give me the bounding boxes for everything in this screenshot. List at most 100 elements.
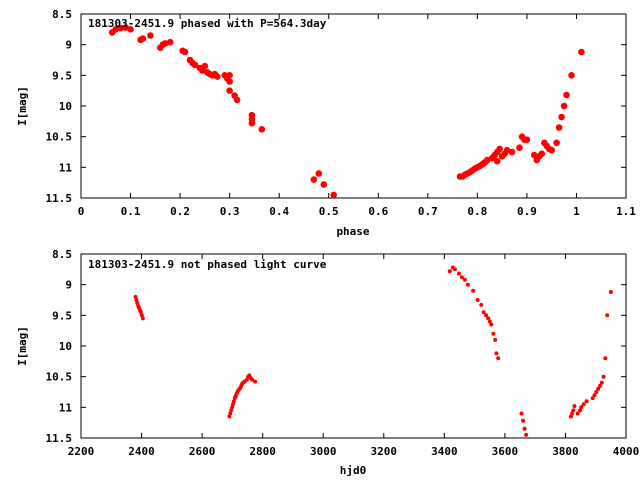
x-tick-label: 0.5 xyxy=(319,205,339,218)
y-axis: 8.5 9 9.5 10 10.5 11 11.5 xyxy=(46,248,626,445)
data-point xyxy=(489,322,494,327)
data-point xyxy=(568,414,573,419)
data-point xyxy=(598,383,602,388)
y-tick-label: 11.5 xyxy=(46,192,73,205)
data-point xyxy=(139,313,144,318)
data-point xyxy=(315,170,323,177)
data-point xyxy=(310,176,318,183)
data-point xyxy=(226,72,233,79)
data-point xyxy=(181,48,189,56)
data-point xyxy=(491,331,496,336)
data-point xyxy=(479,302,484,307)
data-point xyxy=(214,73,221,80)
x-tick-label: 3600 xyxy=(492,445,519,458)
data-point xyxy=(523,136,531,143)
data-point xyxy=(516,144,523,151)
data-point xyxy=(135,301,140,306)
data-point xyxy=(496,356,501,361)
data-point xyxy=(596,386,601,391)
data-point xyxy=(575,411,580,416)
x-tick-label: 0.2 xyxy=(170,205,190,218)
data-point xyxy=(486,316,491,321)
y-tick-label: 8.5 xyxy=(52,248,72,261)
data-point xyxy=(253,379,258,384)
chart-title: 181303-2451.9 not phased light curve xyxy=(88,258,327,271)
y-tick-label: 11 xyxy=(59,401,73,414)
data-point xyxy=(481,310,486,315)
x-tick-label: 0.8 xyxy=(467,205,487,218)
x-axis: 2200 2400 2600 2800 3000 3200 3400 3600 3800 4000 xyxy=(68,254,639,458)
y-tick-label: 11 xyxy=(59,161,73,174)
x-tick-label: 3800 xyxy=(552,445,579,458)
y-tick-label: 10 xyxy=(59,340,72,353)
data-point xyxy=(584,399,589,404)
data-point xyxy=(578,408,582,413)
y-tick-label: 9 xyxy=(65,39,72,52)
y-tick-label: 10.5 xyxy=(46,131,73,144)
x-tick-label: 0 xyxy=(78,205,85,218)
data-point xyxy=(161,40,169,47)
data-point xyxy=(147,32,154,39)
data-point xyxy=(603,356,608,361)
data-point xyxy=(494,351,499,356)
data-point xyxy=(605,313,610,318)
data-point xyxy=(233,96,241,104)
x-tick-label: 0.7 xyxy=(418,205,438,218)
y-axis: 8.5 9 9.5 10 10.5 11 11.5 xyxy=(46,8,626,205)
data-point xyxy=(608,290,613,294)
y-tick-label: 10.5 xyxy=(46,371,73,384)
data-point xyxy=(166,38,174,46)
data-point xyxy=(581,402,586,407)
unphased-chart: 8.5 9 9.5 10 10.5 11 11.5 2200 2400 2600 2800 3000… xyxy=(16,248,639,477)
y-tick-label: 8.5 xyxy=(52,8,72,21)
data-point xyxy=(117,24,124,32)
x-axis-label: hjd0 xyxy=(340,464,367,477)
x-tick-label: 1.1 xyxy=(616,205,636,218)
data-point xyxy=(496,145,504,153)
data-point xyxy=(456,271,461,276)
x-tick-label: 0.3 xyxy=(220,205,240,218)
data-point xyxy=(579,405,584,410)
x-tick-label: 2200 xyxy=(68,445,95,458)
data-point xyxy=(592,393,597,398)
x-tick-label: 2400 xyxy=(128,445,155,458)
data-point xyxy=(601,374,606,379)
data-point xyxy=(258,126,266,133)
data-point xyxy=(524,432,529,437)
data-point xyxy=(558,113,565,121)
data-point xyxy=(572,404,577,409)
x-tick-label: 2800 xyxy=(249,445,276,458)
x-tick-label: 3400 xyxy=(431,445,458,458)
data-point xyxy=(493,157,501,165)
data-point xyxy=(231,402,235,407)
data-point xyxy=(471,288,476,293)
x-tick-label: 0.1 xyxy=(121,205,141,218)
data-point xyxy=(475,298,480,302)
x-axis: 0 0.1 0.2 0.3 0.4 0.5 0.6 0.7 0.8 0.9 1 1.1 xyxy=(78,14,636,218)
data-point xyxy=(201,62,209,70)
data-point xyxy=(447,269,452,274)
data-point xyxy=(127,26,134,33)
data-point xyxy=(226,78,233,85)
x-tick-label: 0.9 xyxy=(517,205,537,218)
data-point xyxy=(555,124,563,131)
data-point xyxy=(519,411,524,416)
x-tick-label: 2600 xyxy=(189,445,216,458)
y-tick-label: 9 xyxy=(65,279,72,292)
data-point xyxy=(563,91,570,99)
chart-title: 181303-2451.9 phased with P=564.3day xyxy=(88,17,327,30)
x-tick-label: 1 xyxy=(573,205,580,218)
data-point xyxy=(139,35,147,42)
data-point xyxy=(590,396,595,401)
data-point xyxy=(229,408,234,413)
data-point xyxy=(133,294,138,299)
data-point xyxy=(134,298,139,302)
data-point xyxy=(594,390,599,394)
data-point xyxy=(560,102,568,110)
data-point xyxy=(244,377,249,382)
data-point xyxy=(578,48,585,56)
data-point xyxy=(228,411,233,416)
data-point xyxy=(250,377,255,382)
